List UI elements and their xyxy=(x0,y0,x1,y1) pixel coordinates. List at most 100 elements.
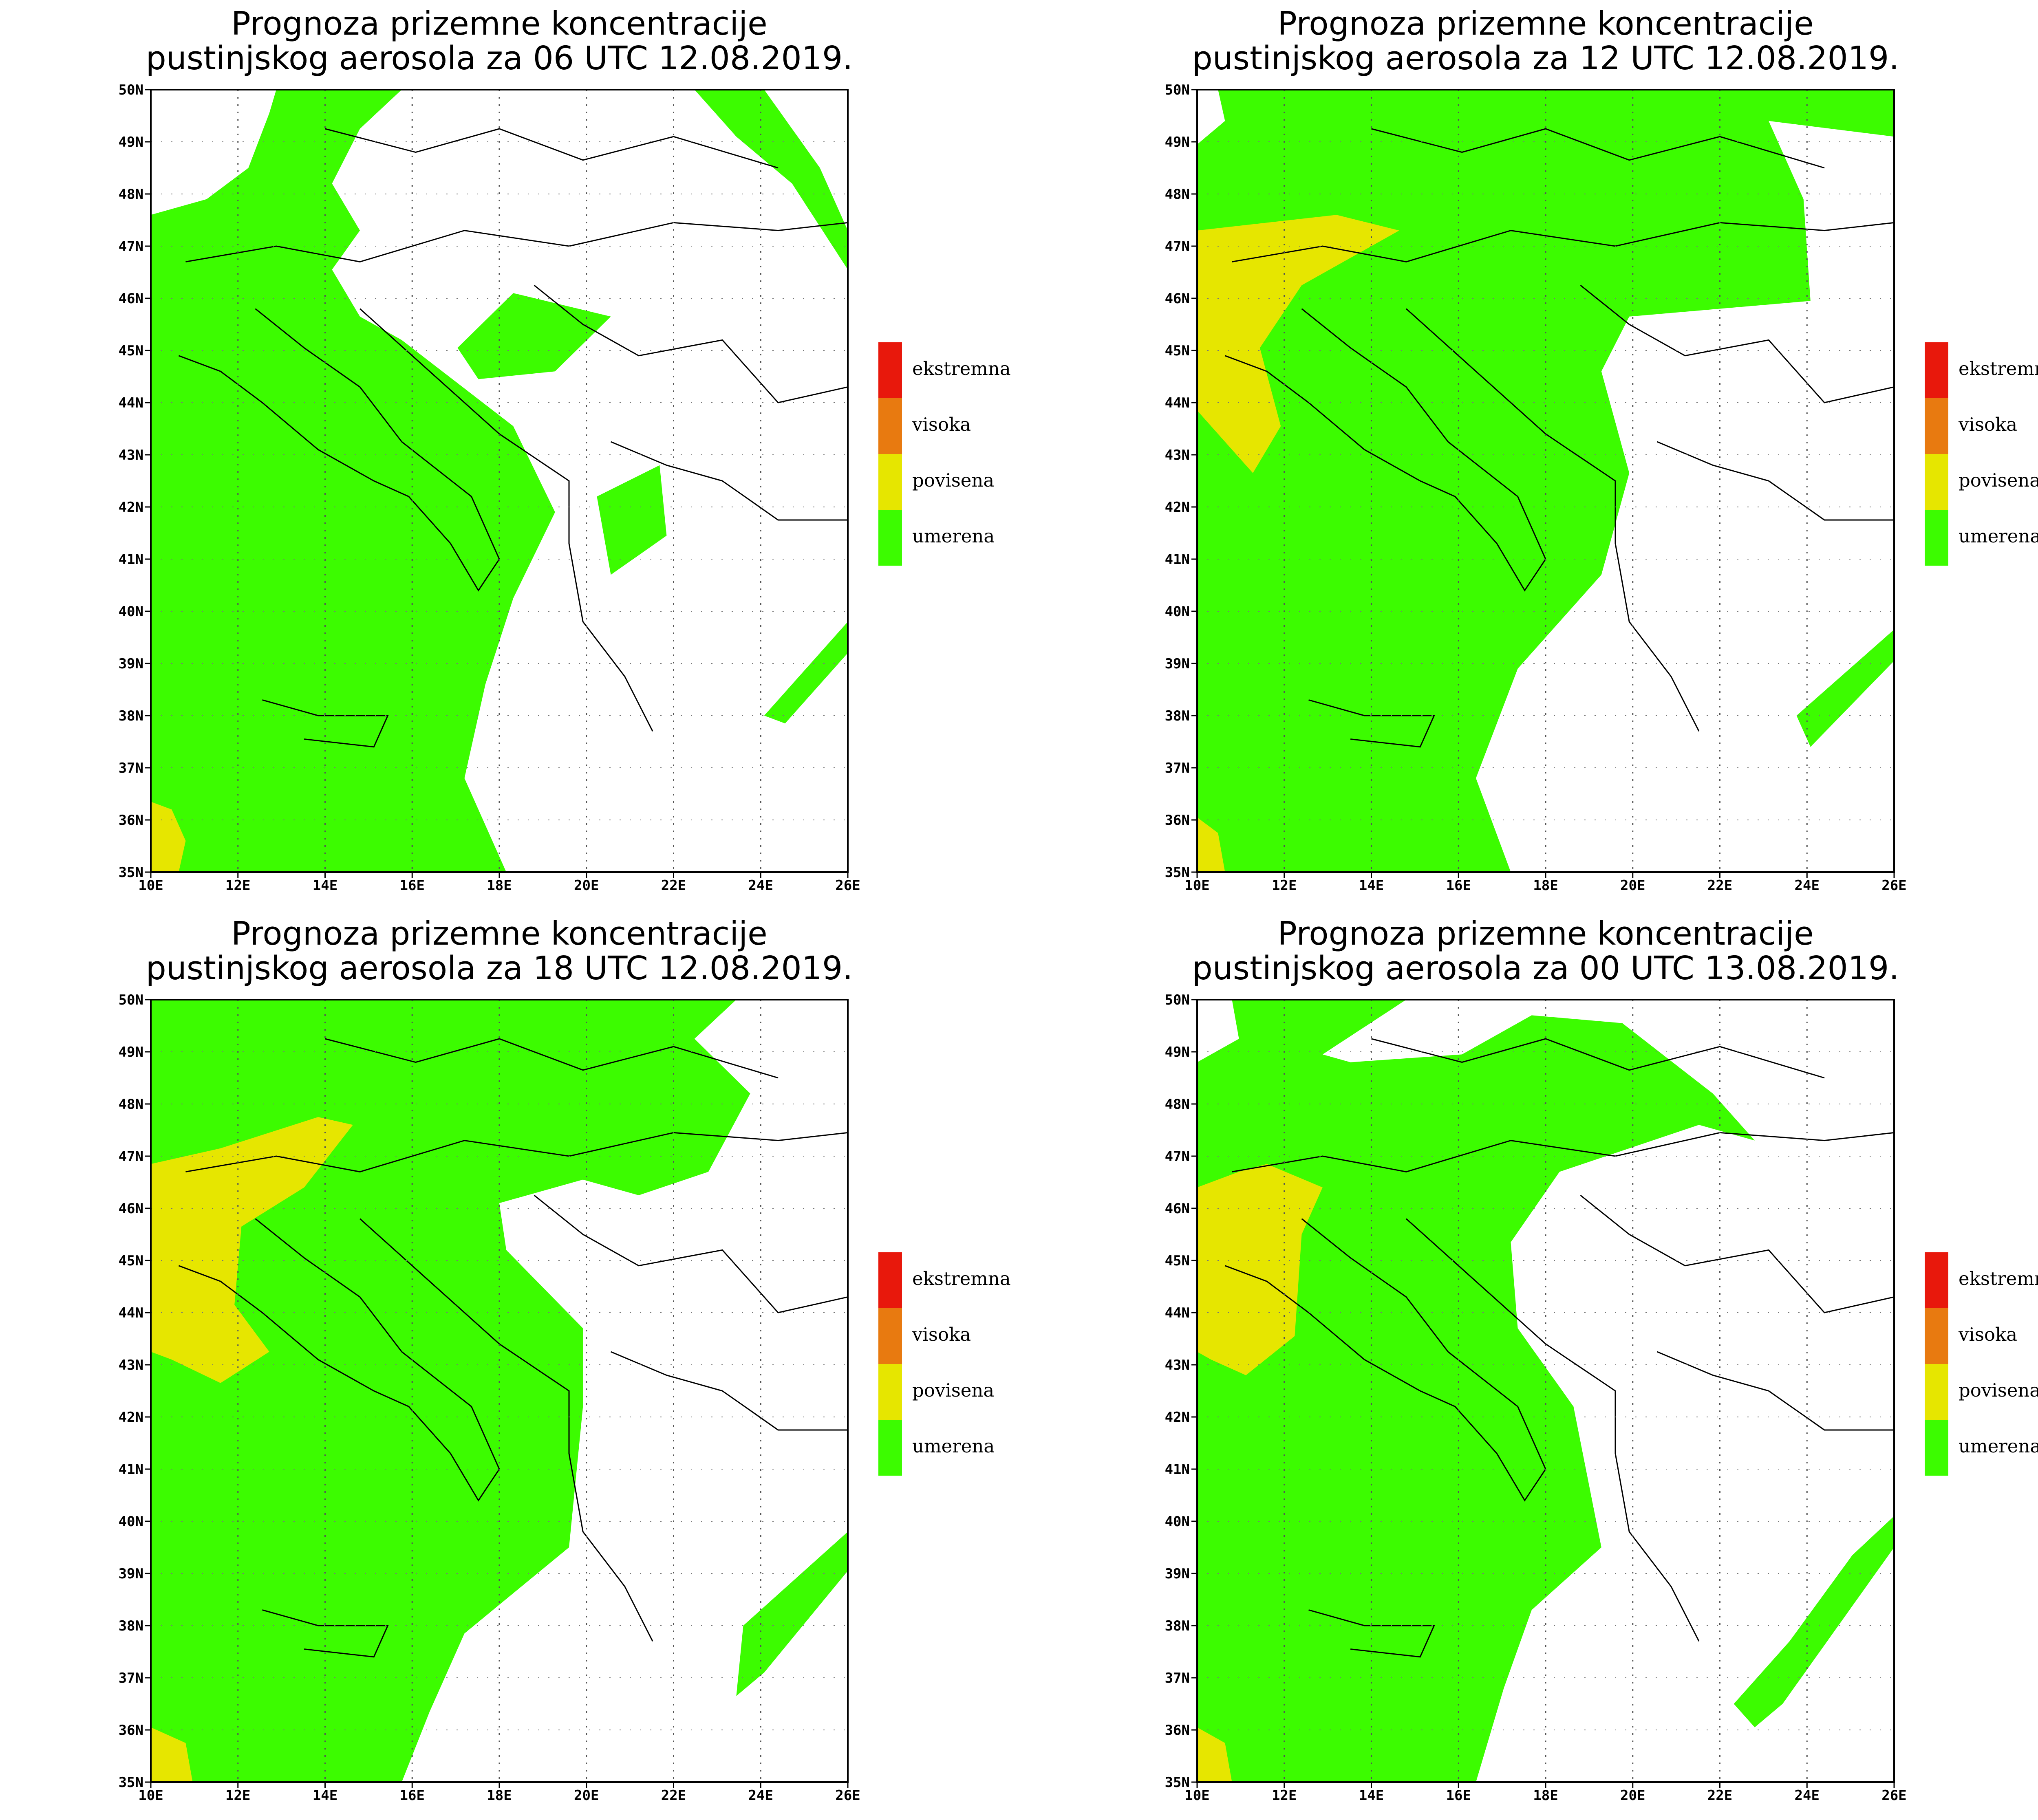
lon-tick-label: 18E xyxy=(1533,877,1558,894)
legend-swatch-visoka xyxy=(1925,1308,1948,1364)
povisena-area xyxy=(1197,1164,1323,1375)
lat-tick-label: 35N xyxy=(119,1774,143,1791)
lon-tick-label: 16E xyxy=(1446,877,1471,894)
lat-tick-label: 42N xyxy=(119,499,143,516)
legend-label-umerena: umerena xyxy=(912,1435,995,1457)
lat-tick-label: 48N xyxy=(1165,186,1190,203)
lat-tick-label: 47N xyxy=(1165,1148,1190,1165)
lat-tick-label: 48N xyxy=(119,186,143,203)
lat-tick-label: 40N xyxy=(119,1514,143,1530)
coastline xyxy=(1308,699,1435,748)
lon-tick-label: 20E xyxy=(574,877,599,894)
forecast-panel: Prognoza prizemne koncentracije pustinjsk… xyxy=(1046,0,2038,910)
legend-label-umerena: umerena xyxy=(1959,525,2038,547)
legend-swatch-visoka xyxy=(1925,398,1948,454)
legend-label-umerena: umerena xyxy=(1959,1435,2038,1457)
lat-tick-label: 44N xyxy=(1165,395,1190,411)
lat-tick-label: 39N xyxy=(119,656,143,672)
lon-tick-label: 22E xyxy=(1707,877,1732,894)
lon-tick-label: 20E xyxy=(1620,877,1645,894)
coastline xyxy=(1308,1609,1435,1658)
legend-swatch-umerena xyxy=(1925,510,1948,566)
panel-title-line2: pustinjskog aerosola za 00 UTC 13.08.201… xyxy=(1192,950,1899,987)
legend-label-povisena: povisena xyxy=(912,1379,994,1401)
lon-tick-label: 12E xyxy=(225,877,250,894)
lat-tick-label: 42N xyxy=(1165,499,1190,516)
umerena-area xyxy=(1197,1000,1755,1782)
lon-tick-label: 16E xyxy=(400,877,425,894)
lat-tick-label: 39N xyxy=(1165,656,1190,672)
lon-tick-label: 24E xyxy=(748,1787,773,1804)
lon-tick-label: 12E xyxy=(1272,877,1297,894)
legend-swatch-visoka xyxy=(878,398,902,454)
povisena-area xyxy=(151,1727,193,1782)
lat-tick-label: 49N xyxy=(119,1044,143,1060)
lon-tick-label: 24E xyxy=(1795,877,1820,894)
lat-tick-label: 45N xyxy=(1165,1253,1190,1269)
panel-title-line2: pustinjskog aerosola za 12 UTC 12.08.201… xyxy=(1192,40,1899,77)
forecast-panel: Prognoza prizemne koncentracije pustinjsk… xyxy=(0,0,1046,910)
lat-tick-label: 45N xyxy=(119,343,143,359)
lat-tick-label: 50N xyxy=(119,82,143,98)
lat-tick-label: 43N xyxy=(119,447,143,463)
forecast-panel: Prognoza prizemne koncentracije pustinjsk… xyxy=(0,910,1046,1820)
legend-label-povisena: povisena xyxy=(1959,469,2038,491)
umerena-area xyxy=(764,621,848,724)
legend-swatch-ekstremna xyxy=(878,342,902,398)
legend-label-visoka: visoka xyxy=(912,1324,971,1345)
lat-tick-label: 46N xyxy=(1165,291,1190,307)
umerena-area xyxy=(1796,629,1894,747)
lat-tick-label: 37N xyxy=(1165,1670,1190,1686)
umerena-area xyxy=(597,465,667,575)
coastline xyxy=(611,441,848,521)
lon-tick-label: 26E xyxy=(1881,1787,1906,1804)
coastline xyxy=(178,1218,500,1502)
lat-tick-label: 35N xyxy=(119,864,143,881)
lat-tick-label: 38N xyxy=(1165,708,1190,724)
lat-tick-label: 44N xyxy=(119,395,143,411)
lat-tick-label: 48N xyxy=(1165,1096,1190,1113)
lat-tick-label: 45N xyxy=(1165,343,1190,359)
coastline xyxy=(359,308,653,732)
legend-swatch-povisena xyxy=(878,1364,902,1420)
coastline xyxy=(1657,1351,1894,1431)
lat-tick-label: 42N xyxy=(1165,1409,1190,1426)
lat-tick-label: 40N xyxy=(1165,1514,1190,1530)
map-fields xyxy=(151,1000,848,1782)
coastline xyxy=(1405,1218,1700,1642)
lat-tick-label: 35N xyxy=(1165,864,1190,881)
lat-tick-label: 36N xyxy=(1165,1722,1190,1738)
coastline xyxy=(178,308,500,592)
lat-tick-label: 38N xyxy=(119,708,143,724)
lat-tick-label: 44N xyxy=(1165,1305,1190,1321)
map-frame xyxy=(1196,999,1895,1783)
lat-tick-label: 36N xyxy=(119,812,143,828)
map-frame xyxy=(150,89,849,873)
lat-tick-label: 37N xyxy=(119,1670,143,1686)
legend-swatch-ekstremna xyxy=(878,1252,902,1308)
lon-tick-label: 16E xyxy=(1446,1787,1471,1804)
lon-tick-label: 12E xyxy=(225,1787,250,1804)
coastline xyxy=(1580,284,1894,403)
lat-tick-label: 45N xyxy=(119,1253,143,1269)
panel-title-line2: pustinjskog aerosola za 18 UTC 12.08.201… xyxy=(146,950,853,987)
lon-tick-label: 10E xyxy=(138,877,163,894)
lat-tick-label: 44N xyxy=(119,1305,143,1321)
lon-tick-label: 14E xyxy=(1359,1787,1384,1804)
panel-title-line1: Prognoza prizemne koncentracije xyxy=(231,5,768,42)
lon-tick-label: 18E xyxy=(487,1787,512,1804)
forecast-map-svg: Prognoza prizemne koncentracijepustinjsk… xyxy=(1165,915,2038,1804)
lat-tick-label: 46N xyxy=(119,1201,143,1217)
lon-tick-label: 26E xyxy=(835,877,860,894)
lon-tick-label: 14E xyxy=(313,877,337,894)
umerena-area xyxy=(457,293,611,379)
lat-tick-label: 43N xyxy=(1165,447,1190,463)
lat-tick-label: 47N xyxy=(1165,238,1190,255)
umerena-area xyxy=(1734,1516,1894,1727)
legend-swatch-ekstremna xyxy=(1925,342,1948,398)
coastline xyxy=(534,284,848,403)
lon-tick-label: 26E xyxy=(1881,877,1906,894)
panel-title-line1: Prognoza prizemne koncentracije xyxy=(1277,5,1814,42)
lon-tick-label: 22E xyxy=(661,877,686,894)
legend-label-ekstremna: ekstremna xyxy=(1959,1268,2038,1289)
